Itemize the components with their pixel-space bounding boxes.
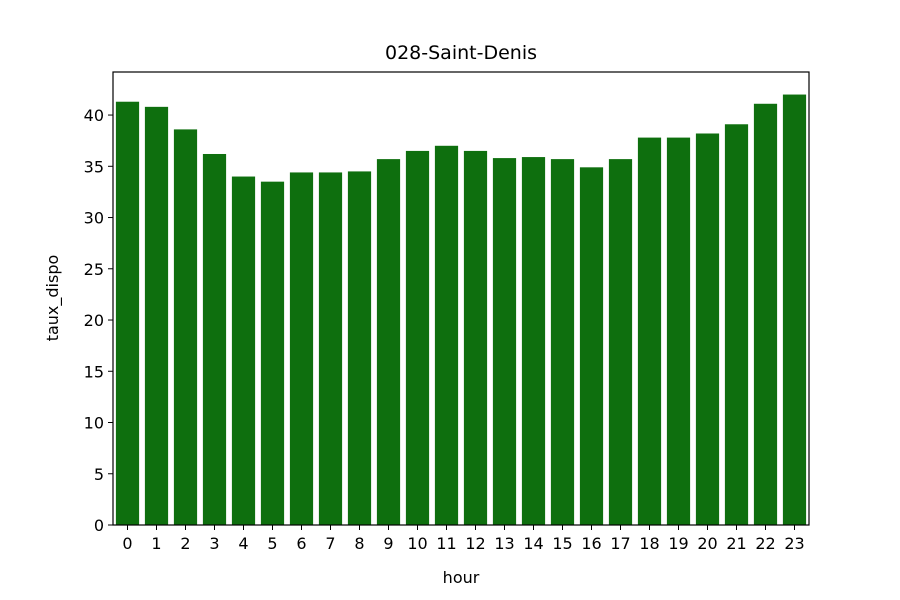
y-tick-label: 15 [84, 362, 104, 381]
x-tick-label: 10 [407, 534, 427, 553]
bar-hour-18 [637, 137, 662, 525]
y-axis-ticks: 0 5 10 15 20 25 30 35 40 [84, 106, 113, 535]
x-tick-label: 6 [296, 534, 306, 553]
x-tick-label: 0 [122, 534, 132, 553]
bar-hour-17 [608, 159, 633, 525]
bar-hour-6 [289, 172, 314, 526]
bar-hour-20 [695, 133, 720, 525]
y-axis-title: taux_dispo [43, 255, 63, 342]
x-tick-label: 18 [639, 534, 659, 553]
bar-hour-1 [144, 106, 169, 525]
x-tick-label: 20 [697, 534, 717, 553]
bar-hour-14 [521, 157, 546, 525]
bar-hour-8 [347, 171, 372, 525]
bar-hour-22 [753, 103, 778, 526]
plot-frame [112, 71, 810, 526]
x-tick-label: 21 [726, 534, 746, 553]
y-tick-label: 10 [84, 414, 104, 433]
x-tick-label: 23 [784, 534, 804, 553]
bar-hour-10 [405, 150, 430, 525]
x-tick-label: 12 [465, 534, 485, 553]
bar-hour-2 [173, 129, 198, 525]
x-tick-label: 15 [552, 534, 572, 553]
bar-hour-23 [782, 94, 807, 525]
y-tick-label: 30 [84, 209, 104, 228]
x-tick-label: 13 [494, 534, 514, 553]
x-tick-label: 17 [610, 534, 630, 553]
bar-hour-7 [318, 172, 343, 526]
x-tick-label: 11 [436, 534, 456, 553]
x-tick-label: 14 [523, 534, 543, 553]
bar-hour-0 [115, 101, 140, 526]
bar-hour-12 [463, 150, 488, 525]
bar-hour-19 [666, 137, 691, 525]
x-tick-label: 8 [354, 534, 364, 553]
y-tick-label: 20 [84, 311, 104, 330]
y-tick-label: 25 [84, 260, 104, 279]
x-tick-label: 5 [267, 534, 277, 553]
x-tick-label: 22 [755, 534, 775, 553]
bars-group [115, 94, 807, 526]
bar-hour-15 [550, 159, 575, 525]
x-tick-label: 16 [581, 534, 601, 553]
y-tick-label: 5 [94, 465, 104, 484]
y-tick-label: 0 [94, 516, 104, 535]
x-tick-label: 4 [238, 534, 248, 553]
x-axis-ticks: 0 1 2 3 4 5 6 7 8 9 10 11 12 13 14 15 16 17 18 19 20 21 22 23 [122, 525, 805, 553]
bar-hour-9 [376, 159, 401, 525]
bar-hour-4 [231, 176, 256, 526]
x-tick-label: 19 [668, 534, 688, 553]
x-tick-label: 2 [180, 534, 190, 553]
x-tick-label: 7 [325, 534, 335, 553]
y-tick-label: 40 [84, 106, 104, 125]
bar-hour-5 [260, 181, 285, 525]
x-tick-label: 3 [209, 534, 219, 553]
bar-hour-11 [434, 145, 459, 525]
y-tick-label: 35 [84, 157, 104, 176]
bar-hour-13 [492, 158, 517, 525]
bar-hour-3 [202, 153, 227, 525]
chart-title: 028-Saint-Denis [385, 42, 537, 64]
bar-hour-21 [724, 124, 749, 526]
x-tick-label: 9 [383, 534, 393, 553]
bar-hour-16 [579, 167, 604, 525]
x-axis-title: hour [443, 568, 480, 587]
x-tick-label: 1 [151, 534, 161, 553]
